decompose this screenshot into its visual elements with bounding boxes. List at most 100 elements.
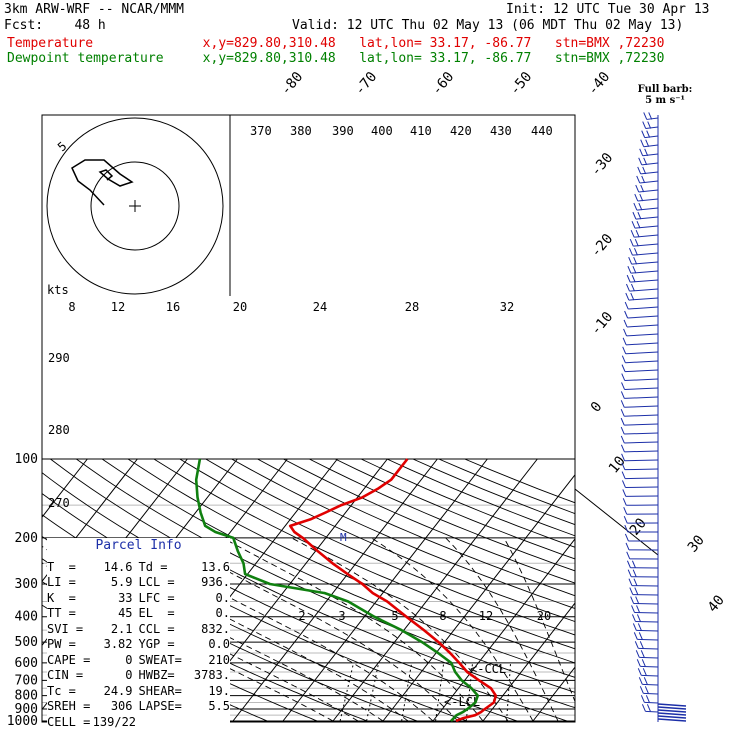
parcel-field-value: 2.1 <box>110 621 133 636</box>
dry-adiabat <box>76 458 575 693</box>
wind-barb <box>624 468 659 471</box>
isotherm-line <box>583 459 740 721</box>
parcel-field-label: SVI = <box>47 621 84 636</box>
parcel-info-panel: Parcel Info T = 14.6 Td = 13.6 LI = 5.9 LCL = 9… <box>47 538 230 735</box>
wind-barb-feather <box>631 220 636 229</box>
wind-barb-feather <box>641 659 646 667</box>
wind-barb <box>624 414 659 417</box>
parcel-field-value: 139/22 <box>92 714 137 729</box>
wind-barb-feather <box>624 533 629 542</box>
parcel-field-value: 832. <box>201 621 230 636</box>
wind-barb <box>635 216 659 220</box>
wind-barb-feather <box>623 328 628 337</box>
parcel-field-label: LI = <box>47 575 76 589</box>
wind-barb-feather <box>621 480 626 488</box>
parcel-field-label: CELL = <box>47 714 91 729</box>
isotherm-label: -40 <box>585 69 614 99</box>
hodograph-speed-label: 28 <box>405 300 419 314</box>
theta-label: 390 <box>332 124 354 138</box>
wind-barb <box>624 432 659 435</box>
wind-barb-feather <box>631 560 636 568</box>
wind-barb-feather <box>626 551 631 560</box>
isotherm-line <box>282 458 488 722</box>
wind-barb-feather <box>620 426 625 435</box>
wind-barb-feather <box>635 650 640 658</box>
dewpoint-legend: Dewpoint temperature x,y=829.80,310.48 l… <box>7 51 665 66</box>
isotherm-label: -60 <box>429 69 458 99</box>
parcel-field-value: 0 <box>125 668 133 682</box>
parcel-field-label: YGP = <box>138 637 175 651</box>
wind-barb-legend: Full barb: <box>638 84 693 95</box>
isotherm-line <box>332 458 538 722</box>
wind-barb <box>657 703 687 707</box>
wind-barb-feather <box>622 337 627 346</box>
parcel-field-value: 14.6 <box>103 559 133 574</box>
dry-adiabat <box>101 458 575 678</box>
isotherm-label: -20 <box>588 231 617 261</box>
hodograph-speed-label: 32 <box>500 300 514 314</box>
parcel-field-value: 0.0 <box>208 637 230 651</box>
parcel-field-label: TT = <box>47 606 76 620</box>
isotherm-label: -30 <box>588 150 617 180</box>
wind-barb-feather <box>628 256 633 265</box>
wind-barb <box>638 189 659 193</box>
moist-adiabat <box>445 537 559 722</box>
wind-barb-feather <box>627 265 632 274</box>
wind-barb-feather <box>640 650 645 658</box>
parcel-field-value: 3783. <box>193 668 230 682</box>
dry-adiabat <box>438 458 575 515</box>
wind-barb <box>624 423 659 426</box>
wind-barb <box>636 629 659 632</box>
wind-barb <box>636 207 659 211</box>
parcel-field-label: CAPE = <box>47 652 91 667</box>
wind-barb <box>646 117 659 120</box>
pressure-label: 500 <box>15 635 38 650</box>
parcel-field-value: 13.6 <box>201 559 230 574</box>
dry-adiabat <box>127 458 575 664</box>
parcel-field-value: 45 <box>118 606 133 620</box>
wind-barb <box>624 378 659 382</box>
hodograph-speed-label: 16 <box>166 300 180 314</box>
theta-label: 420 <box>450 124 472 138</box>
dry-adiabat <box>283 458 575 584</box>
theta-label: 380 <box>290 124 312 138</box>
pressure-label: 800 <box>15 689 38 704</box>
wind-barb <box>641 162 659 166</box>
parcel-row: LI = 5.9 LCL = 936. <box>47 575 230 591</box>
wind-barb <box>644 135 659 139</box>
hodograph-speed-label: 24 <box>313 300 327 314</box>
wind-barb <box>632 252 659 256</box>
isotherm-line <box>42 458 88 518</box>
isotherm-label: -70 <box>352 69 381 99</box>
wind-barb-feather <box>638 157 643 166</box>
mixing-ratio-label: 3 <box>338 609 345 623</box>
wind-barb-feather <box>642 668 647 676</box>
wind-barb-feather <box>620 391 625 399</box>
pressure-label: 400 <box>15 610 38 625</box>
wind-barb <box>624 387 659 390</box>
parcel-field-label: SREH = <box>47 699 91 713</box>
parcel-row: T = 14.6 Td = 13.6 <box>47 560 230 576</box>
isotherm-line <box>633 459 740 721</box>
parcel-field-label: LCL = <box>138 575 175 589</box>
wind-barb-feather <box>643 112 648 120</box>
wind-barb-feather <box>623 515 628 524</box>
parcel-field-label: PW = <box>47 637 76 651</box>
wind-barb <box>638 647 659 650</box>
wind-barb-feather <box>641 704 646 712</box>
wind-barb-feather <box>632 569 637 577</box>
wind-barb-feather <box>630 229 635 238</box>
wind-barb-feather <box>645 139 650 147</box>
isotherm-line <box>482 602 575 722</box>
hodograph-speed-label: 12 <box>111 300 125 314</box>
moist-adiabat <box>42 562 334 722</box>
parcel-row: CELL = 139/22 <box>47 715 230 731</box>
parcel-field-label: T = <box>47 559 76 574</box>
parcel-row: PW = 3.82 YGP = 0.0 <box>47 637 230 653</box>
wind-barb-feather <box>621 373 626 381</box>
model-title: 3km ARW-WRF -- NCAR/MMM <box>4 2 185 17</box>
wind-barb <box>657 718 687 722</box>
wind-barb-feather <box>635 229 640 238</box>
parcel-row: SVI = 2.1 CCL = 832. <box>47 622 230 638</box>
wind-barb-feather <box>637 668 642 676</box>
